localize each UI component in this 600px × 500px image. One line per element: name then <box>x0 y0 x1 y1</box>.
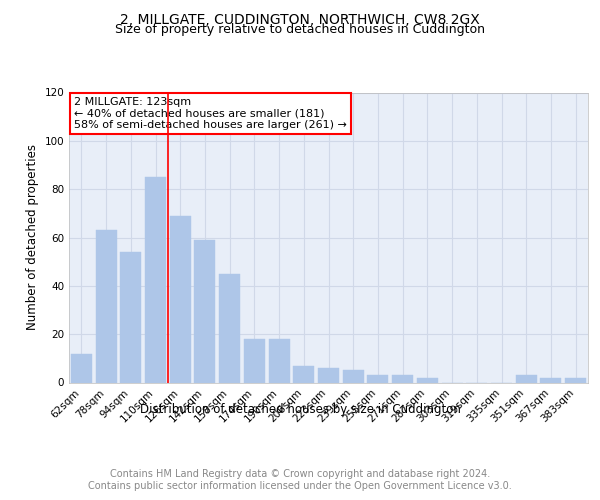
Bar <box>219 274 240 382</box>
Text: Contains public sector information licensed under the Open Government Licence v3: Contains public sector information licen… <box>88 481 512 491</box>
Bar <box>392 375 413 382</box>
Bar <box>120 252 141 382</box>
Bar <box>343 370 364 382</box>
Bar <box>565 378 586 382</box>
Bar <box>269 339 290 382</box>
Bar <box>541 378 562 382</box>
Bar <box>293 366 314 382</box>
Y-axis label: Number of detached properties: Number of detached properties <box>26 144 39 330</box>
Bar <box>516 375 537 382</box>
Text: Size of property relative to detached houses in Cuddington: Size of property relative to detached ho… <box>115 24 485 36</box>
Text: 2, MILLGATE, CUDDINGTON, NORTHWICH, CW8 2GX: 2, MILLGATE, CUDDINGTON, NORTHWICH, CW8 … <box>120 12 480 26</box>
Bar <box>194 240 215 382</box>
Text: Distribution of detached houses by size in Cuddington: Distribution of detached houses by size … <box>140 402 460 415</box>
Bar <box>417 378 438 382</box>
Bar <box>367 375 388 382</box>
Bar <box>95 230 116 382</box>
Bar <box>170 216 191 382</box>
Bar <box>145 177 166 382</box>
Bar <box>318 368 339 382</box>
Bar <box>244 339 265 382</box>
Text: 2 MILLGATE: 123sqm
← 40% of detached houses are smaller (181)
58% of semi-detach: 2 MILLGATE: 123sqm ← 40% of detached hou… <box>74 97 347 130</box>
Bar <box>71 354 92 382</box>
Text: Contains HM Land Registry data © Crown copyright and database right 2024.: Contains HM Land Registry data © Crown c… <box>110 469 490 479</box>
